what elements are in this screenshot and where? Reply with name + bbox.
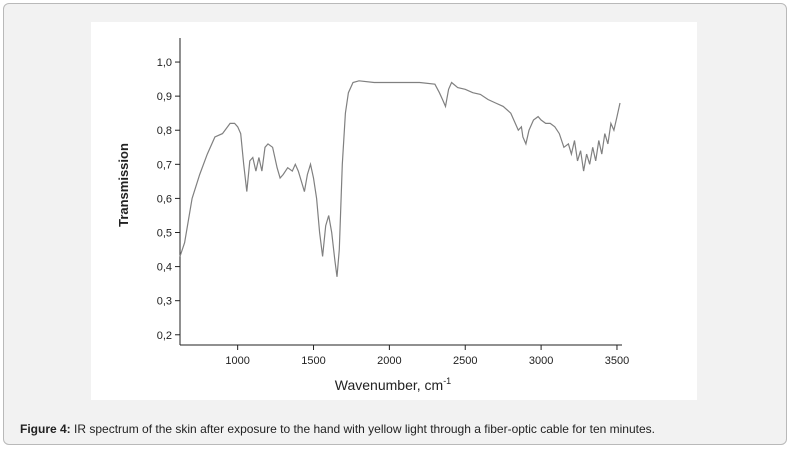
y-tick-label: 0,9	[157, 91, 172, 103]
caption-text: IR spectrum of the skin after exposure t…	[74, 422, 655, 436]
x-tick-label: 3500	[605, 355, 629, 367]
spectrum-line	[179, 80, 621, 277]
y-tick-label: 0,6	[157, 193, 172, 205]
y-tick-label: 1,0	[157, 57, 172, 69]
y-tick-label: 0,5	[157, 228, 172, 240]
x-axis-title-text: Wavenumber, cm	[335, 377, 443, 393]
y-tick-label: 0,8	[157, 125, 172, 137]
y-tick-label: 0,3	[157, 296, 172, 308]
y-tick-label: 0,2	[157, 330, 172, 342]
caption: Figure 4: IR spectrum of the skin after …	[20, 422, 655, 436]
x-axis-title: Wavenumber, cm-1	[335, 376, 451, 393]
y-tick-label: 0,7	[157, 159, 172, 171]
x-tick-label: 2000	[377, 355, 401, 367]
x-tick-label: 2500	[453, 355, 477, 367]
x-tick-label: 1000	[225, 355, 249, 367]
caption-label: Figure 4:	[20, 422, 71, 436]
plot-background	[91, 22, 697, 400]
y-tick-label: 0,4	[157, 262, 172, 274]
x-axis-title-superscript: -1	[443, 376, 451, 386]
x-tick-label: 3000	[529, 355, 553, 367]
x-tick-label: 1500	[301, 355, 325, 367]
y-axis-title: Transmission	[116, 143, 131, 227]
